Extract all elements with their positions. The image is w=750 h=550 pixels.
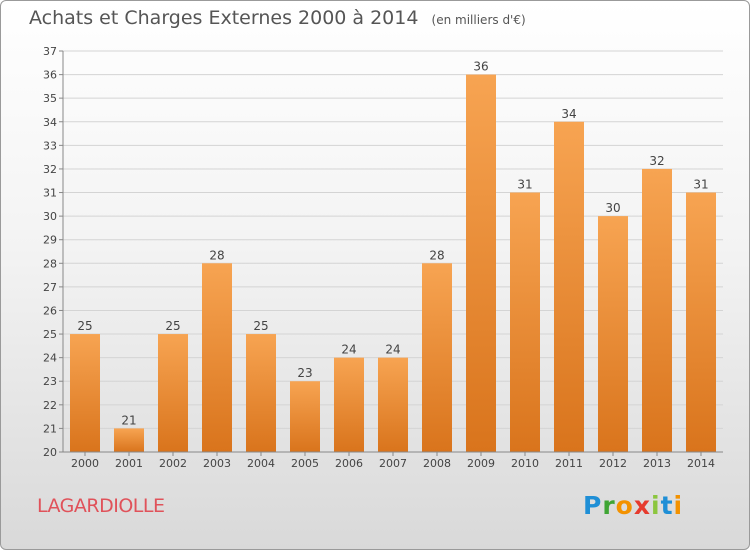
bar-value-label: 25 — [253, 319, 268, 333]
y-tick-label: 34 — [43, 116, 57, 129]
bar — [158, 334, 188, 452]
x-tick-label: 2001 — [115, 457, 143, 470]
bar-value-label: 21 — [121, 413, 136, 427]
x-tick-label: 2006 — [335, 457, 363, 470]
bar — [290, 381, 320, 452]
x-tick-label: 2008 — [423, 457, 451, 470]
bar-value-label: 30 — [605, 201, 620, 215]
bar-value-label: 31 — [517, 178, 532, 192]
bar — [510, 192, 540, 452]
x-tick-label: 2011 — [555, 457, 583, 470]
y-tick-label: 31 — [43, 187, 57, 200]
bar — [378, 357, 408, 452]
bar — [202, 263, 232, 452]
x-tick-label: 2007 — [379, 457, 407, 470]
bar — [598, 216, 628, 452]
bar-value-label: 25 — [77, 319, 92, 333]
x-tick-label: 2000 — [71, 457, 99, 470]
bar — [686, 192, 716, 452]
bar — [334, 357, 364, 452]
x-tick-label: 2012 — [599, 457, 627, 470]
y-tick-label: 24 — [43, 352, 57, 365]
logo-letter: o — [615, 491, 634, 520]
bars: 25 21 25 28 25 23 24 24 28 36 31 34 30 32 31 — [70, 60, 716, 453]
bar-value-label: 28 — [429, 248, 444, 262]
y-tick-label: 25 — [43, 328, 57, 341]
commune-name: LAGARDIOLLE — [37, 495, 165, 517]
y-tick-label: 36 — [43, 69, 57, 82]
bar — [422, 263, 452, 452]
x-tick-label: 2010 — [511, 457, 539, 470]
y-tick-label: 26 — [43, 304, 57, 317]
x-tick-label: 2003 — [203, 457, 231, 470]
logo-letter: t — [660, 491, 674, 520]
x-tick-label: 2009 — [467, 457, 495, 470]
bar — [554, 121, 584, 452]
y-tick-label: 27 — [43, 281, 57, 294]
chart-unit-note: (en milliers d'€) — [431, 13, 526, 27]
x-tick-label: 2004 — [247, 457, 275, 470]
logo-letter: i — [651, 491, 661, 520]
y-tick-label: 32 — [43, 163, 57, 176]
bar-value-label: 34 — [561, 107, 576, 121]
bar-value-label: 25 — [165, 319, 180, 333]
bar — [466, 74, 496, 453]
bar — [70, 334, 100, 452]
bar — [114, 428, 144, 452]
y-tick-label: 33 — [43, 139, 57, 152]
y-tick-label: 20 — [43, 446, 57, 459]
logo-letter: P — [583, 491, 603, 520]
bar-value-label: 24 — [341, 343, 356, 357]
chart-title-text: Achats et Charges Externes 2000 à 2014 — [29, 7, 419, 29]
bar-value-label: 28 — [209, 248, 224, 262]
bar-value-label: 36 — [473, 60, 488, 74]
bar-value-label: 32 — [649, 154, 664, 168]
bar-value-label: 31 — [693, 178, 708, 192]
axes: 20 21 22 23 24 25 26 27 28 29 30 31 32 33 34 35 36 37 2000… — [43, 45, 723, 470]
y-tick-label: 22 — [43, 399, 57, 412]
bar — [246, 334, 276, 452]
x-tick-label: 2013 — [643, 457, 671, 470]
y-tick-label: 29 — [43, 234, 57, 247]
bar-value-label: 24 — [385, 343, 400, 357]
x-tick-label: 2002 — [159, 457, 187, 470]
x-tick-label: 2014 — [687, 457, 715, 470]
logo-letter: i — [673, 491, 684, 520]
y-tick-label: 23 — [43, 375, 57, 388]
y-tick-label: 37 — [43, 45, 57, 58]
bar-value-label: 23 — [297, 366, 312, 380]
y-tick-label: 21 — [43, 422, 57, 435]
y-tick-label: 30 — [43, 210, 57, 223]
chart-title: Achats et Charges Externes 2000 à 2014 (… — [29, 7, 526, 29]
y-tick-label: 28 — [43, 257, 57, 270]
bar — [642, 168, 672, 453]
y-tick-label: 35 — [43, 92, 57, 105]
logo-letter: x — [633, 491, 651, 520]
proxiti-logo: Proxiti — [583, 491, 683, 520]
logo-letter: r — [602, 491, 616, 520]
x-tick-label: 2005 — [291, 457, 319, 470]
